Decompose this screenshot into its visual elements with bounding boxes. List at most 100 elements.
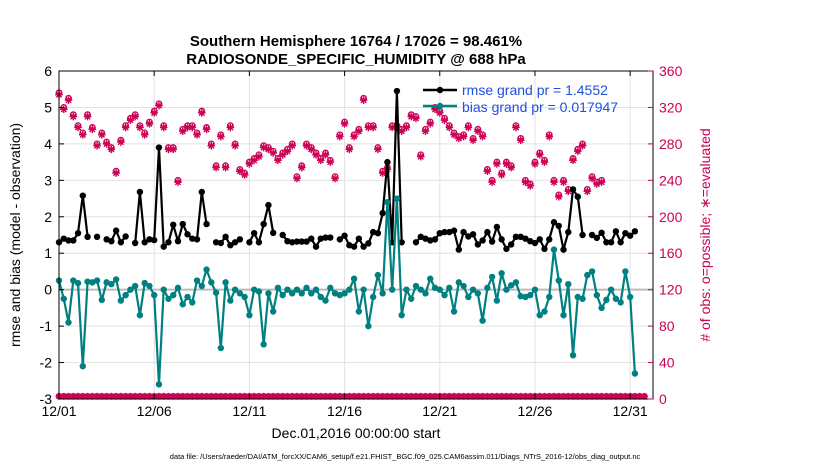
rmse-point bbox=[212, 239, 220, 246]
obs-evaluated-stroke bbox=[241, 393, 248, 400]
rmse-point bbox=[493, 223, 501, 231]
obs-evaluated-stroke bbox=[203, 126, 210, 133]
bias-point bbox=[255, 288, 263, 295]
obs-evaluated-stroke bbox=[312, 151, 320, 159]
y-tick-label: 5 bbox=[44, 99, 52, 115]
obs-evaluated-stroke bbox=[598, 393, 605, 400]
obs-evaluated-stroke bbox=[584, 188, 591, 195]
rmse-point bbox=[236, 236, 244, 243]
obs-evaluated-stroke bbox=[313, 393, 319, 400]
obs-evaluated-stroke bbox=[531, 160, 539, 168]
obs-evaluated-stroke bbox=[503, 160, 510, 168]
obs-evaluated-stroke bbox=[455, 393, 462, 400]
bias-point bbox=[141, 279, 148, 287]
obs-evaluated-stroke bbox=[465, 393, 472, 400]
bias-point bbox=[531, 286, 539, 293]
bias-point bbox=[260, 341, 267, 348]
bias-point bbox=[503, 286, 510, 293]
obs-evaluated-stroke bbox=[474, 127, 482, 135]
obs-evaluated-stroke bbox=[174, 178, 182, 186]
obs-evaluated-stroke bbox=[293, 175, 301, 182]
obs-evaluated-stroke bbox=[389, 393, 396, 400]
bias-point bbox=[360, 286, 367, 293]
x-tick-label: 12/11 bbox=[232, 403, 266, 419]
obs-evaluated-stroke bbox=[422, 393, 429, 400]
obs-evaluated-stroke bbox=[632, 393, 638, 400]
bias-point bbox=[179, 301, 186, 308]
obs-evaluated-stroke bbox=[479, 393, 486, 400]
obs-evaluated-stroke bbox=[279, 393, 286, 400]
rmse-point bbox=[141, 239, 148, 246]
obs-evaluated-marker bbox=[459, 132, 468, 141]
obs-evaluated-stroke bbox=[227, 393, 234, 400]
y2-tick-label: 240 bbox=[659, 172, 683, 188]
bias-point bbox=[265, 290, 272, 297]
obs-evaluated-stroke bbox=[84, 113, 91, 120]
obs-evaluated-marker bbox=[269, 149, 277, 157]
bias-point bbox=[136, 311, 144, 319]
rmse-point bbox=[341, 232, 348, 239]
bias-point bbox=[274, 284, 282, 292]
obs-evaluated-stroke bbox=[198, 393, 205, 400]
obs-evaluated-stroke bbox=[546, 393, 553, 400]
obs-evaluated-marker bbox=[540, 158, 549, 166]
obs-evaluated-marker bbox=[516, 136, 525, 145]
rmse-point bbox=[512, 233, 520, 241]
obs-evaluated-stroke bbox=[246, 160, 253, 168]
bias-point bbox=[417, 286, 424, 293]
obs-evaluated-marker bbox=[93, 141, 101, 150]
obs-evaluated-stroke bbox=[322, 393, 329, 400]
obs-evaluated-stroke bbox=[275, 393, 281, 400]
obs-evaluated-stroke bbox=[93, 142, 101, 149]
obs-evaluated-zero-marker bbox=[631, 392, 639, 400]
data-file-footnote: data file: /Users/raeder/DAI/ATM_forcXX/… bbox=[170, 452, 641, 461]
bias-point bbox=[189, 299, 196, 306]
bias-point bbox=[165, 295, 172, 302]
rmse-point bbox=[193, 236, 201, 243]
rmse-point bbox=[117, 239, 125, 246]
rmse-point bbox=[355, 235, 363, 242]
obs-evaluated-stroke bbox=[331, 175, 339, 182]
obs-evaluated-marker bbox=[212, 163, 220, 172]
obs-evaluated-stroke bbox=[298, 164, 305, 171]
obs-evaluated-stroke bbox=[236, 393, 243, 400]
obs-evaluated-stroke bbox=[131, 113, 139, 120]
y2-tick-label: 320 bbox=[659, 99, 683, 115]
rmse-point bbox=[531, 239, 539, 247]
obs-evaluated-marker bbox=[497, 171, 506, 179]
bias-point bbox=[550, 246, 558, 253]
obs-evaluated-marker bbox=[312, 151, 320, 159]
obs-evaluated-stroke bbox=[403, 393, 410, 400]
obs-evaluated-marker bbox=[297, 163, 306, 172]
bias-point bbox=[355, 308, 363, 315]
obs-evaluated-marker bbox=[535, 151, 544, 159]
rmse-point bbox=[450, 227, 458, 234]
x-tick-label: 12/31 bbox=[613, 403, 648, 419]
obs-evaluated-marker bbox=[378, 169, 387, 177]
legend-bias-label: bias grand pr = 0.017947 bbox=[462, 99, 618, 115]
obs-evaluated-stroke bbox=[117, 393, 124, 400]
y2-tick-label: 280 bbox=[659, 136, 683, 152]
obs-evaluated-stroke bbox=[327, 393, 334, 400]
obs-evaluated-stroke bbox=[379, 393, 386, 400]
obs-evaluated-stroke bbox=[617, 393, 624, 400]
bias-point bbox=[626, 293, 634, 301]
obs-evaluated-stroke bbox=[217, 393, 224, 400]
obs-evaluated-stroke bbox=[89, 126, 96, 133]
obs-evaluated-stroke bbox=[589, 393, 595, 400]
obs-evaluated-marker bbox=[402, 123, 411, 132]
obs-evaluated-marker bbox=[78, 130, 87, 139]
obs-evaluated-stroke bbox=[441, 117, 448, 124]
obs-evaluated-stroke bbox=[508, 393, 515, 400]
y-tick-label: -1 bbox=[40, 318, 53, 334]
bias-point bbox=[603, 296, 610, 304]
rmse-point bbox=[122, 233, 129, 240]
obs-evaluated-marker bbox=[374, 145, 382, 154]
obs-evaluated-marker bbox=[59, 105, 68, 114]
rmse-point bbox=[365, 240, 372, 247]
bias-point bbox=[74, 279, 82, 287]
obs-evaluated-stroke bbox=[565, 393, 572, 400]
rmse-point bbox=[569, 186, 577, 193]
bias-point bbox=[612, 295, 620, 302]
rmse-point bbox=[579, 231, 586, 239]
